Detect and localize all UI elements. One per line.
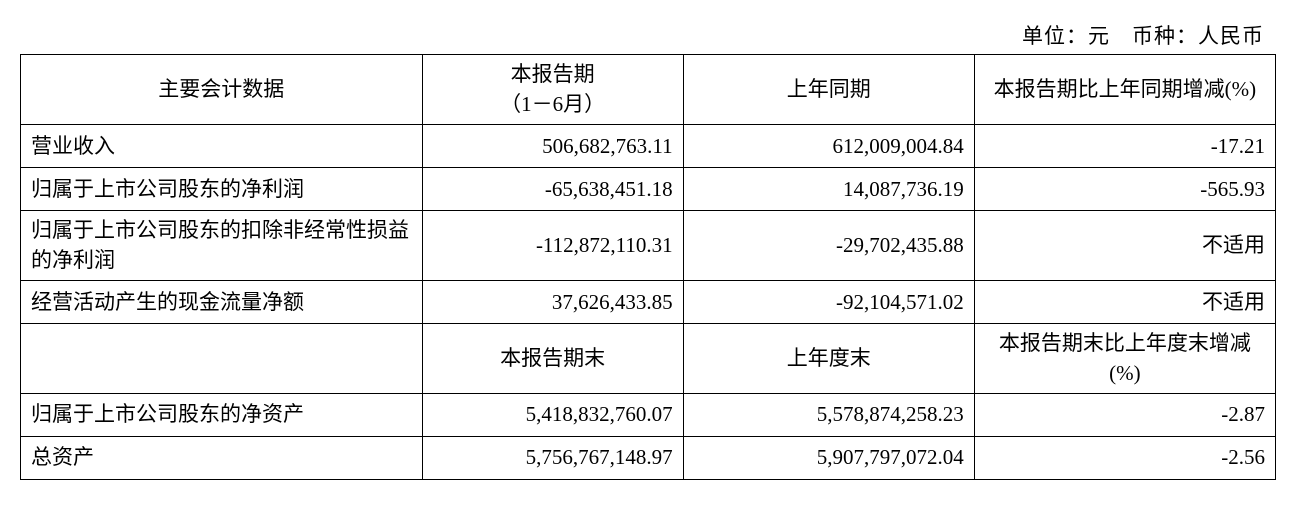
subheader-change-pct: 本报告期末比上年度末增减(%) xyxy=(974,323,1275,393)
row-name: 归属于上市公司股东的净利润 xyxy=(21,167,423,210)
row-name: 总资产 xyxy=(21,436,423,479)
table-container: 单位：元 币种：人民币 主要会计数据 本报告期 （1－6月） 上年同期 本报告期… xyxy=(20,20,1276,480)
row-change: -2.87 xyxy=(974,393,1275,436)
row-prior: -29,702,435.88 xyxy=(683,210,974,280)
row-current: 5,418,832,760.07 xyxy=(422,393,683,436)
row-name: 营业收入 xyxy=(21,124,423,167)
row-current: -65,638,451.18 xyxy=(422,167,683,210)
header-prior-period: 上年同期 xyxy=(683,55,974,125)
subheader-current-end: 本报告期末 xyxy=(422,323,683,393)
table-row: 经营活动产生的现金流量净额 37,626,433.85 -92,104,571.… xyxy=(21,280,1276,323)
table-header-row: 主要会计数据 本报告期 （1－6月） 上年同期 本报告期比上年同期增减(%) xyxy=(21,55,1276,125)
row-prior: 612,009,004.84 xyxy=(683,124,974,167)
row-current: 506,682,763.11 xyxy=(422,124,683,167)
row-change: 不适用 xyxy=(974,210,1275,280)
subheader-prior-end: 上年度末 xyxy=(683,323,974,393)
table-subheader-row: 本报告期末 上年度末 本报告期末比上年度末增减(%) xyxy=(21,323,1276,393)
unit-line: 单位：元 币种：人民币 xyxy=(20,20,1276,50)
row-prior: 5,578,874,258.23 xyxy=(683,393,974,436)
header-current-period: 本报告期 （1－6月） xyxy=(422,55,683,125)
financial-table: 主要会计数据 本报告期 （1－6月） 上年同期 本报告期比上年同期增减(%) 营… xyxy=(20,54,1276,480)
row-name: 归属于上市公司股东的扣除非经常性损益的净利润 xyxy=(21,210,423,280)
row-change: -2.56 xyxy=(974,436,1275,479)
header-change-pct: 本报告期比上年同期增减(%) xyxy=(974,55,1275,125)
table-row: 营业收入 506,682,763.11 612,009,004.84 -17.2… xyxy=(21,124,1276,167)
row-name: 经营活动产生的现金流量净额 xyxy=(21,280,423,323)
row-change: -565.93 xyxy=(974,167,1275,210)
row-name: 归属于上市公司股东的净资产 xyxy=(21,393,423,436)
header-name: 主要会计数据 xyxy=(21,55,423,125)
subheader-name xyxy=(21,323,423,393)
row-prior: -92,104,571.02 xyxy=(683,280,974,323)
row-prior: 5,907,797,072.04 xyxy=(683,436,974,479)
row-change: 不适用 xyxy=(974,280,1275,323)
row-current: -112,872,110.31 xyxy=(422,210,683,280)
row-current: 5,756,767,148.97 xyxy=(422,436,683,479)
table-row: 归属于上市公司股东的扣除非经常性损益的净利润 -112,872,110.31 -… xyxy=(21,210,1276,280)
table-row: 总资产 5,756,767,148.97 5,907,797,072.04 -2… xyxy=(21,436,1276,479)
row-prior: 14,087,736.19 xyxy=(683,167,974,210)
table-row: 归属于上市公司股东的净资产 5,418,832,760.07 5,578,874… xyxy=(21,393,1276,436)
table-row: 归属于上市公司股东的净利润 -65,638,451.18 14,087,736.… xyxy=(21,167,1276,210)
row-change: -17.21 xyxy=(974,124,1275,167)
row-current: 37,626,433.85 xyxy=(422,280,683,323)
